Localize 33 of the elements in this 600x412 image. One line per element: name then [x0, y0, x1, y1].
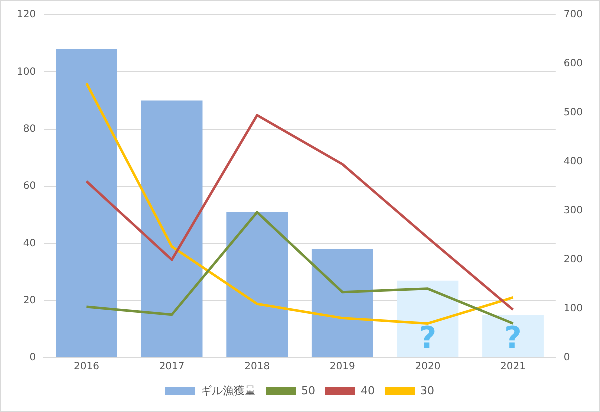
bar [226, 212, 288, 358]
y-tick-label: 20 [23, 295, 36, 306]
legend-label: ギル漁獲量 [201, 384, 256, 398]
bar [482, 315, 544, 358]
y2-tick-label: 700 [564, 10, 584, 21]
legend-label: 50 [302, 384, 316, 398]
annotation: ? [504, 320, 522, 356]
y2-tick-label: 0 [564, 352, 570, 364]
x-tick-label: 2020 [415, 362, 441, 373]
annotation: ? [419, 320, 437, 356]
x-tick-label: 2021 [500, 362, 526, 373]
y-tick-label: 80 [23, 124, 36, 135]
y2-tick-label: 300 [564, 206, 584, 217]
y2-tick-label: 200 [564, 254, 584, 266]
y-tick-label: 120 [16, 10, 36, 21]
x-tick-label: 2016 [74, 362, 100, 373]
y2-tick-label: 600 [564, 58, 584, 70]
y-tick-label: 100 [16, 66, 36, 78]
y-tick-label: 0 [30, 352, 36, 364]
x-tick-label: 2019 [330, 362, 356, 373]
x-tick-label: 2017 [159, 362, 185, 373]
bar [397, 280, 459, 358]
y2-tick-label: 100 [564, 304, 584, 315]
x-tick-label: 2018 [244, 362, 270, 373]
bar [312, 249, 374, 358]
y2-tick-label: 500 [564, 108, 584, 119]
y-tick-label: 40 [23, 238, 36, 250]
legend-label: 30 [420, 384, 434, 398]
bar [56, 49, 118, 358]
y2-tick-label: 400 [564, 156, 584, 168]
legend-label: 40 [361, 384, 375, 398]
bar [141, 100, 203, 358]
y-tick-label: 60 [23, 181, 36, 192]
